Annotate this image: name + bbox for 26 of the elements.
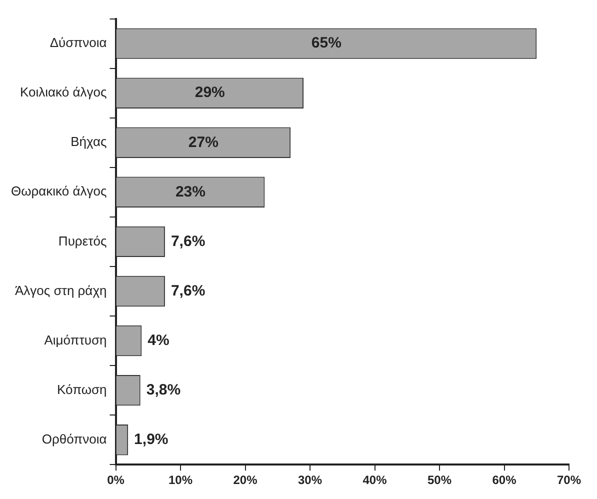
data-label: 23%: [175, 183, 206, 200]
y-tick-label: Άλγος στη ράχη: [15, 282, 107, 298]
y-tick-label: Κόπωση: [57, 382, 107, 397]
data-label: 7,6%: [170, 282, 206, 300]
x-tick-label: 0%: [107, 473, 125, 488]
data-label: 65%: [311, 34, 342, 52]
y-tick-label: Ορθόπνοια: [42, 431, 108, 446]
x-tick-label: 60%: [492, 473, 517, 488]
data-label: 4%: [148, 332, 170, 349]
y-tick-label: Κοιλιακό άλγος: [20, 84, 107, 100]
x-tick-label: 30%: [298, 473, 322, 488]
data-label: 3,8%: [146, 381, 181, 398]
x-tick-label: 70%: [556, 473, 582, 488]
y-tick-label: Θωρακικό άλγος: [10, 184, 107, 199]
data-label: 7,6%: [170, 232, 206, 250]
y-tick-label: Πυρετός: [58, 233, 107, 248]
data-label: 29%: [194, 84, 225, 102]
y-tick-label: Αιμόπτυση: [44, 332, 107, 348]
x-tick-label: 50%: [427, 473, 452, 488]
y-tick-label: Βήχας: [70, 134, 107, 150]
y-tick-label: Δύσπνοια: [50, 35, 108, 50]
data-label: 27%: [188, 134, 218, 151]
data-label: 1,9%: [134, 430, 168, 448]
x-tick-label: 20%: [233, 473, 258, 488]
x-tick-label: 10%: [168, 473, 193, 488]
x-tick-label: 40%: [362, 473, 388, 488]
